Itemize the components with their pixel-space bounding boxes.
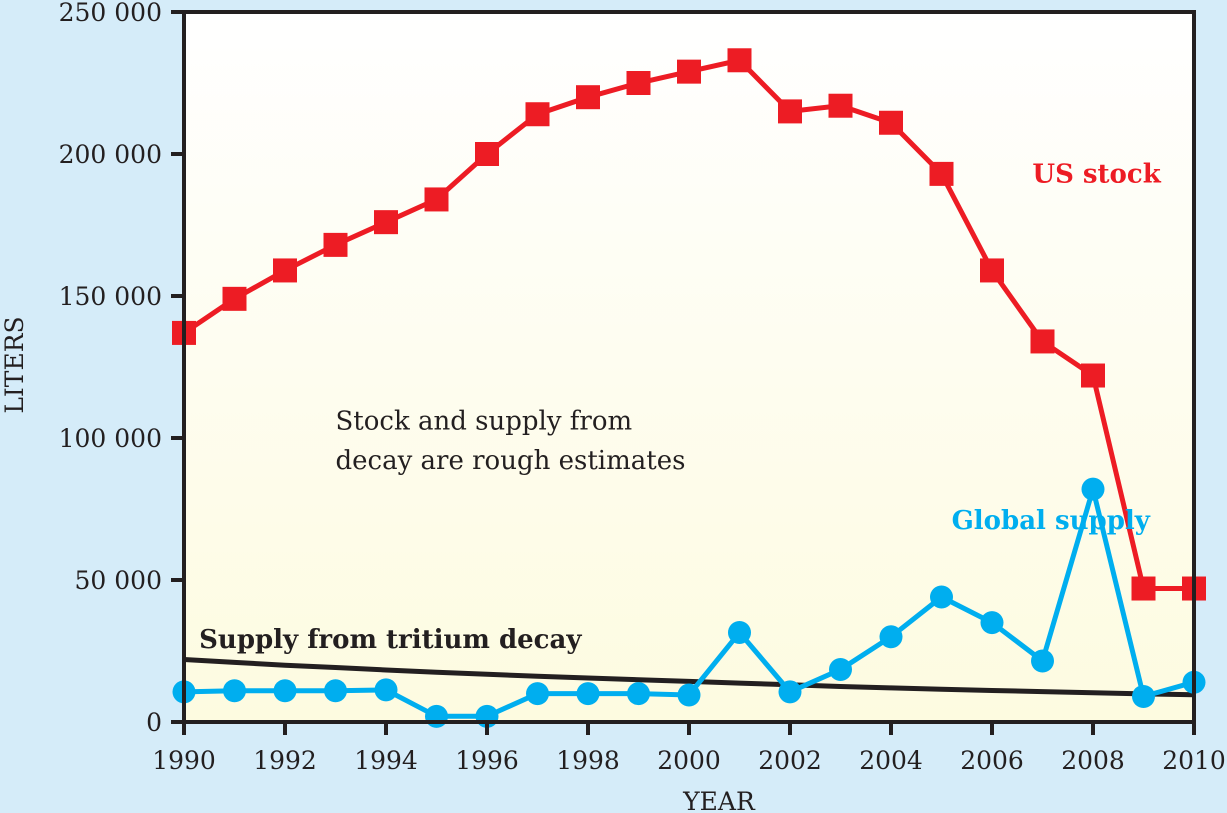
x-tick-label: 1996 [455, 746, 519, 775]
data-point-us-stock-2009 [1131, 576, 1156, 601]
x-tick-label: 2000 [657, 746, 721, 775]
x-tick-label: 1994 [354, 746, 418, 775]
data-point-us-stock-2008 [1081, 363, 1105, 388]
data-point-global-supply-1999 [627, 682, 650, 706]
x-tick-label: 1990 [152, 746, 216, 775]
note-text: decay are rough estimates [336, 446, 686, 476]
data-point-us-stock-1999 [626, 71, 651, 95]
data-point-global-supply-1997 [526, 682, 549, 706]
data-point-us-stock-1998 [576, 85, 600, 110]
data-point-us-stock-1996 [475, 142, 499, 166]
data-point-us-stock-1995 [424, 187, 449, 212]
x-tick-label: 2002 [758, 746, 822, 775]
x-tick-label: 1998 [556, 746, 620, 775]
y-tick-label: 200 000 [59, 140, 162, 169]
series-line-supply-from-tritium-decay [183, 657, 1195, 698]
data-point-us-stock-2005 [929, 161, 954, 186]
data-point-global-supply-2005 [930, 585, 953, 609]
annotations-layer: US stock Global supply Supply from tritium… [199, 159, 1162, 655]
data-point-global-supply-1991 [223, 679, 246, 703]
data-point-global-supply-2000 [677, 683, 701, 707]
data-point-us-stock-2004 [879, 110, 903, 135]
data-point-global-supply-2007 [1031, 649, 1054, 673]
y-tick-label: 100 000 [59, 424, 162, 453]
data-point-us-stock-2002 [778, 99, 802, 124]
data-point-us-stock-1993 [323, 232, 348, 257]
labels-layer: YEAR LITERS [0, 316, 756, 813]
ticks-layer: 0 50 000 100 000 150 000 200 000 250 000 1990 1… [59, 0, 1226, 775]
x-axis-title: YEAR [682, 787, 756, 813]
series-label-us-stock: US stock [1032, 159, 1161, 189]
data-point-us-stock-2006 [980, 258, 1004, 283]
plot-area [184, 12, 1194, 722]
x-tick-label: 2004 [859, 746, 923, 775]
data-point-global-supply-2009 [1132, 684, 1155, 708]
data-point-us-stock-2001 [727, 48, 752, 73]
data-point-us-stock-2007 [1030, 329, 1055, 354]
data-point-global-supply-2001 [728, 621, 751, 645]
x-tick-label: 2010 [1162, 746, 1226, 775]
data-point-global-supply-1993 [324, 679, 347, 703]
data-point-us-stock-1994 [374, 210, 398, 235]
y-axis-title: LITERS [0, 316, 29, 413]
series-label-global-supply: Global supply [952, 506, 1151, 536]
data-point-global-supply-2002 [778, 680, 802, 704]
series-label-supply-from-tritium-decay: Supply from tritium decay [199, 625, 582, 655]
data-point-us-stock-1991 [222, 286, 247, 311]
data-point-global-supply-1992 [273, 679, 297, 703]
data-point-global-supply-2004 [879, 625, 903, 649]
y-tick-label: 0 [146, 708, 162, 737]
data-point-global-supply-2003 [829, 657, 852, 681]
axes-layer [182, 10, 1196, 724]
note-text: Stock and supply from [336, 406, 633, 436]
y-tick-label: 150 000 [59, 282, 162, 311]
series-layer [172, 48, 1206, 728]
data-point-global-supply-2006 [980, 611, 1004, 635]
data-point-global-supply-1998 [576, 682, 600, 706]
x-tick-label: 2008 [1061, 746, 1125, 775]
y-tick-label: 50 000 [75, 566, 162, 595]
data-point-us-stock-1997 [525, 102, 550, 127]
data-point-us-stock-2000 [677, 59, 701, 84]
data-point-us-stock-1992 [273, 258, 297, 283]
data-point-global-supply-2008 [1081, 477, 1105, 501]
series-us-stock [172, 48, 1206, 601]
series-supply-from-tritium-decay [183, 657, 1195, 698]
y-tick-label: 250 000 [59, 0, 162, 27]
x-tick-label: 2006 [960, 746, 1024, 775]
x-tick-label: 1992 [253, 746, 317, 775]
data-point-global-supply-1994 [374, 678, 398, 702]
data-point-global-supply-1995 [425, 704, 448, 728]
data-point-us-stock-2003 [828, 93, 853, 118]
